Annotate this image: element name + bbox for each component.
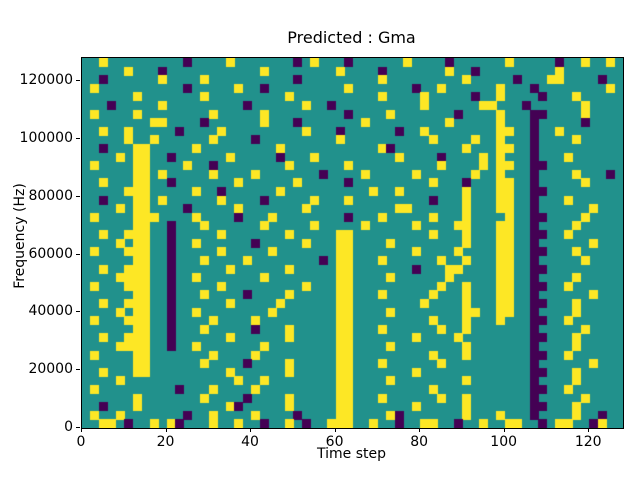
y-tick-label: 60000 [28,245,73,262]
y-axis-label: Frequency (Hz) [12,183,28,289]
x-tick-mark [503,428,505,432]
y-tick-mark [76,311,80,313]
x-tick-label: 40 [241,434,259,450]
x-tick-mark [81,428,82,432]
y-tick-mark [76,137,80,139]
y-tick-label: 80000 [28,187,73,204]
x-tick-label: 20 [156,434,175,450]
x-tick-mark [419,428,421,432]
y-tick-mark [76,80,80,82]
y-tick-mark [76,369,80,371]
y-tick-label: 100000 [19,129,73,146]
x-tick-label: 0 [76,434,86,450]
y-tick-label: 40000 [28,303,73,320]
y-tick-mark [76,195,80,197]
x-tick-mark [588,428,590,432]
y-tick-label: 0 [64,419,73,435]
x-tick-label: 120 [574,434,602,450]
y-tick-label: 120000 [19,72,73,89]
plot-area [81,57,624,429]
x-tick-mark [250,428,252,432]
x-tick-label: 100 [490,434,518,450]
x-tick-mark [165,428,167,432]
y-tick-mark [76,427,80,428]
x-tick-label: 60 [325,434,344,450]
x-tick-mark [334,428,336,432]
y-tick-label: 20000 [28,361,73,378]
x-tick-label: 80 [410,434,429,450]
y-tick-mark [76,253,80,255]
x-axis-label: Time step [317,446,386,462]
heatmap-canvas [82,58,623,428]
chart-title: Predicted : Gma [287,28,416,47]
